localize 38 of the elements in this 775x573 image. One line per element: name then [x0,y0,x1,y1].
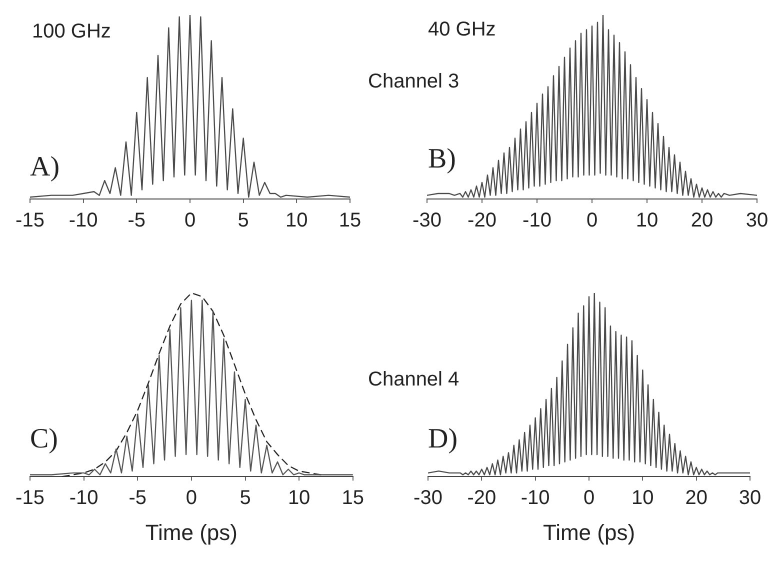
x-tick-label: -5 [128,210,146,232]
x-tick-label: 20 [685,487,708,510]
x-tick-label: 0 [583,487,595,510]
annotation: A) [30,151,60,182]
x-tick-label: 15 [338,210,362,232]
annotation: Channel 4 [368,368,460,391]
x-tick-label: -15 [16,210,44,232]
x-axis-title: Time (ps) [145,520,238,545]
x-tick-label: 10 [288,487,310,510]
annotation: D) [428,423,458,454]
annotation: B) [428,143,456,174]
x-axis-title: Time (ps) [542,520,636,545]
x-tick-label: -5 [128,487,147,510]
x-tick-label: -20 [467,487,496,510]
x-tick-label: -15 [16,487,44,510]
annotation: 100 GHz [32,20,111,43]
x-tick-label: 5 [240,487,251,510]
x-tick-label: -20 [468,210,496,232]
x-tick-label: 10 [286,210,308,232]
x-tick-label: 10 [632,487,654,510]
annotation: Channel 3 [368,70,460,93]
x-tick-label: 0 [586,210,598,232]
x-tick-label: -30 [412,210,442,232]
x-tick-label: 0 [184,210,196,232]
x-tick-label: 30 [746,210,768,232]
x-tick-label: -10 [69,487,98,510]
annotation: 40 GHz [428,18,496,41]
x-tick-label: 15 [342,487,364,510]
x-tick-label: 0 [186,487,197,510]
x-tick-label: 5 [238,210,249,232]
x-tick-label: -10 [68,210,98,232]
x-tick-label: -10 [522,210,552,232]
x-tick-label: -30 [414,487,442,510]
x-tick-label: 10 [636,210,658,232]
annotation: C) [30,423,58,454]
x-tick-label: 30 [738,487,762,510]
x-tick-label: 20 [690,210,714,232]
x-tick-label: -10 [520,487,550,510]
